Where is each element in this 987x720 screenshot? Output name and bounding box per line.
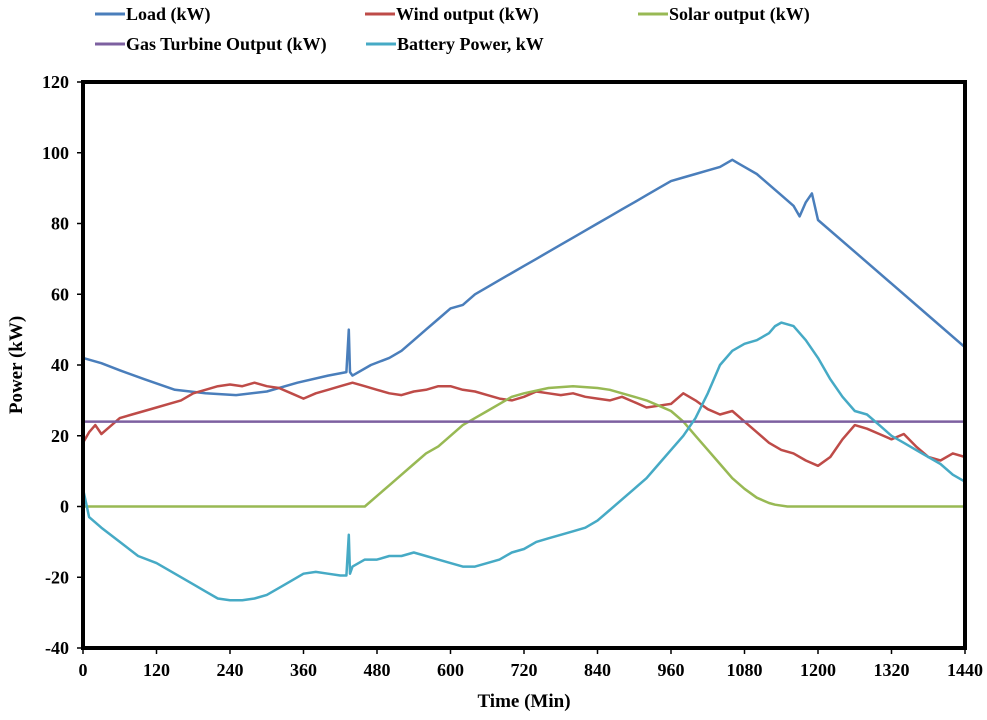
legend-label: Load (kW) <box>126 4 211 25</box>
x-tick-label: 840 <box>584 660 611 680</box>
x-tick-label: 1080 <box>727 660 763 680</box>
x-tick-label: 0 <box>79 660 88 680</box>
series-line-1 <box>81 381 966 468</box>
legend-label: Battery Power, kW <box>397 34 544 54</box>
x-tick-label: 1440 <box>947 660 983 680</box>
y-axis-ticks: -40 -20 0 20 40 60 80 100 120 <box>42 72 83 658</box>
y-tick-label: 120 <box>42 72 69 92</box>
series-line-0 <box>82 158 966 397</box>
plot-area-frame <box>81 80 967 650</box>
y-tick-label: 0 <box>60 497 69 517</box>
y-tick-label: 100 <box>42 143 69 163</box>
x-tick-label: 1320 <box>874 660 910 680</box>
series-layer <box>81 158 966 602</box>
x-tick-label: 240 <box>217 660 244 680</box>
x-tick-label: 600 <box>437 660 464 680</box>
y-tick-label: 20 <box>51 426 69 446</box>
x-tick-label: 360 <box>290 660 317 680</box>
legend-label: Wind output (kW) <box>396 4 539 25</box>
series-line-2 <box>83 384 965 508</box>
y-tick-label: -20 <box>45 567 69 587</box>
x-tick-label: 720 <box>511 660 538 680</box>
legend-label: Gas Turbine Output (kW) <box>126 34 327 55</box>
y-tick-label: 40 <box>51 355 69 375</box>
x-tick-label: 960 <box>658 660 685 680</box>
legend-label: Solar output (kW) <box>669 4 810 25</box>
x-tick-label: 120 <box>143 660 170 680</box>
x-axis-ticks: 0 120 240 360 480 600 720 840 960 1080 1200 1320 144… <box>79 648 983 680</box>
legend: Load (kW) Wind output (kW) Solar output (k… <box>95 4 810 55</box>
x-axis-label: Time (Min) <box>477 691 570 712</box>
x-tick-label: 1200 <box>800 660 836 680</box>
y-tick-label: 60 <box>51 284 69 304</box>
y-tick-label: -40 <box>45 638 69 658</box>
series-line-4 <box>81 321 966 602</box>
y-axis-label: Power (kW) <box>6 316 27 414</box>
y-tick-label: 80 <box>51 214 69 234</box>
x-tick-label: 480 <box>364 660 391 680</box>
